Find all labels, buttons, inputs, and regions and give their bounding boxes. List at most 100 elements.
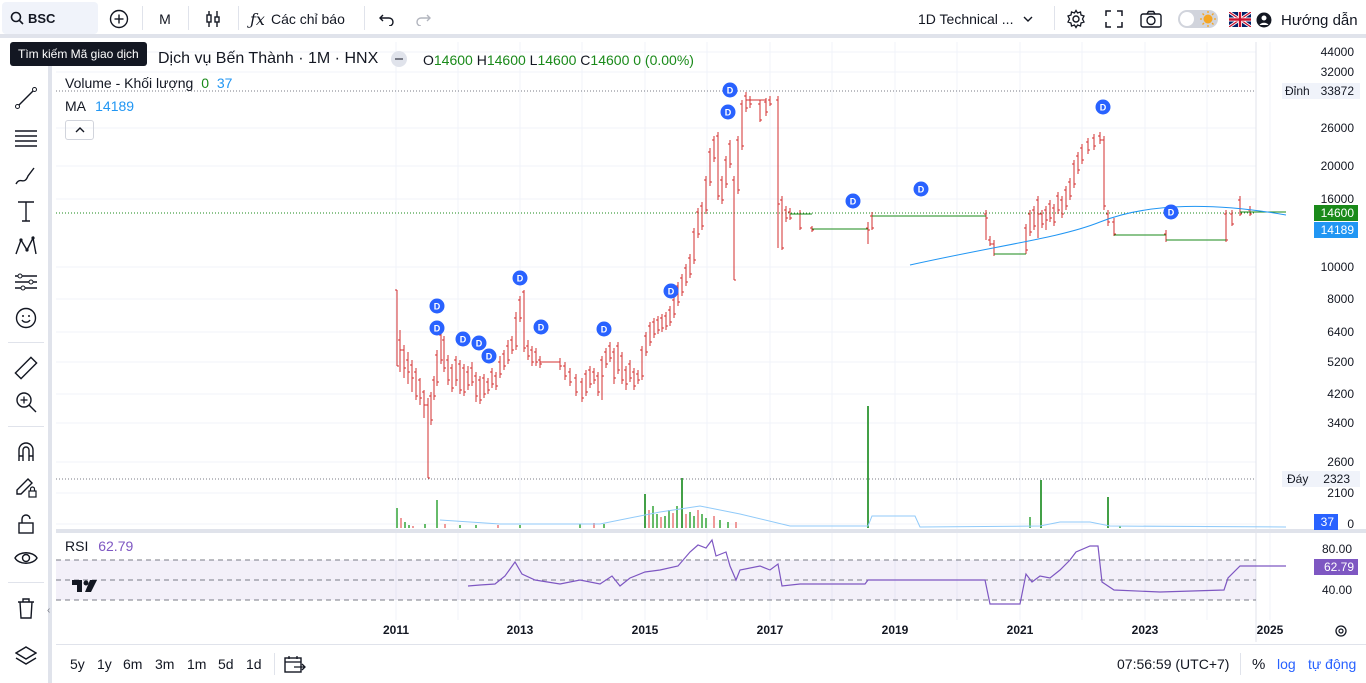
price-axis-label: 8000 [1327, 292, 1354, 306]
dividend-marker-12 [913, 181, 929, 197]
volume-bar-7 [444, 524, 446, 528]
indicators-button[interactable]: ƒx Các chỉ báo [250, 2, 345, 36]
fullscreen-icon [1105, 10, 1123, 28]
gear-icon [1067, 9, 1085, 29]
volume-bar-30 [705, 518, 707, 528]
trend-line-tool[interactable] [12, 84, 40, 112]
volume-bar-19 [660, 517, 662, 528]
camera-icon [1140, 10, 1162, 28]
brush-tool[interactable] [12, 162, 40, 190]
dividend-marker-label-11: D [850, 197, 857, 207]
toolbar-divider [364, 6, 365, 30]
goto-date-button[interactable] [284, 655, 306, 676]
percent-scale-toggle[interactable]: % [1252, 656, 1266, 673]
zoom-tool[interactable] [12, 388, 40, 416]
help-button[interactable]: Hướng dẫn [1256, 3, 1358, 37]
range-5d[interactable]: 5d [218, 656, 234, 672]
ma-legend[interactable]: MA 14189 [65, 98, 134, 114]
search-icon [10, 11, 24, 25]
smiley-icon [15, 307, 37, 329]
hide-tool[interactable] [12, 544, 40, 572]
bottom-toolbar: 5y 1y 6m 3m 1m 5d 1d 07:56:59 (UTC+7) % … [56, 644, 1366, 683]
delete-tool[interactable] [12, 594, 40, 622]
range-1d[interactable]: 1d [246, 656, 262, 672]
layers-icon [15, 646, 37, 665]
lock-drawing-tool[interactable] [12, 473, 40, 501]
clock: 07:56:59 (UTC+7) [1117, 656, 1230, 672]
chart-type-button[interactable] [200, 2, 226, 36]
volume-bar-22 [672, 513, 674, 528]
low-marker-label: Đáy [1287, 472, 1308, 486]
measure-tool[interactable] [12, 354, 40, 382]
settings-button[interactable] [1064, 2, 1088, 36]
dividend-marker-label-13: D [1100, 103, 1107, 113]
toolbar-divider [274, 653, 275, 675]
time-axis-label: 2011 [383, 623, 409, 637]
toolbar-divider [1240, 653, 1241, 675]
low-value: 14600 [537, 52, 577, 68]
trend-line-icon [15, 87, 37, 109]
volume-bar-18 [656, 514, 658, 528]
time-axis-label: 2023 [1132, 623, 1159, 637]
dividend-marker-label-2: D [460, 335, 467, 345]
collapse-toolbar-handle[interactable]: ‹ [47, 605, 51, 616]
open-value: 14600 [433, 52, 473, 68]
compare-add-button[interactable] [106, 2, 132, 36]
log-scale-toggle[interactable]: log [1277, 656, 1296, 672]
pattern-tool[interactable] [12, 232, 40, 260]
pattern-icon [15, 235, 37, 255]
rsi-value: 62.79 [98, 538, 134, 554]
volume-bar-21 [668, 510, 670, 528]
range-1y[interactable]: 1y [97, 656, 112, 672]
collapse-legend-button[interactable] [65, 120, 94, 140]
undo-button[interactable] [376, 2, 398, 36]
interval-button[interactable]: M [159, 11, 171, 27]
toolbar-divider [8, 582, 44, 583]
range-6m[interactable]: 6m [123, 656, 143, 672]
price-axis-label: 32000 [1321, 65, 1355, 79]
rsi-legend[interactable]: RSI 62.79 [65, 538, 133, 554]
volume-bar-3 [408, 525, 410, 528]
trash-icon [18, 598, 34, 619]
price-axis-label: 3400 [1327, 416, 1354, 430]
auto-scale-toggle[interactable]: tự động [1308, 656, 1357, 672]
price-axis-label: 2100 [1327, 486, 1354, 500]
fullscreen-button[interactable] [1102, 2, 1126, 36]
pencil-lock-icon [16, 478, 37, 498]
range-5y[interactable]: 5y [70, 656, 85, 672]
time-axis-label: 2013 [507, 623, 534, 637]
redo-button[interactable] [412, 2, 434, 36]
user-circle-icon [1256, 12, 1272, 28]
rsi-tag: 62.79 [1324, 560, 1354, 574]
last-price-tag-bg [1314, 205, 1358, 221]
volume-tag: 37 [1321, 515, 1335, 529]
lock-open-icon [18, 514, 34, 534]
range-3m[interactable]: 3m [155, 656, 175, 672]
object-tree-tool[interactable] [12, 642, 40, 670]
volume-value-2: 37 [216, 75, 233, 91]
volume-bar-17 [652, 506, 654, 528]
dividend-marker-label-7: D [601, 325, 608, 335]
price-chart[interactable]: 4400032000260002000016000100008000640052… [56, 42, 1366, 642]
range-1m[interactable]: 1m [187, 656, 207, 672]
screenshot-button[interactable] [1138, 2, 1164, 36]
volume-legend[interactable]: Volume - Khối lượng 0 37 [65, 75, 232, 91]
language-flag-button[interactable] [1228, 2, 1252, 36]
toolbar-divider [8, 342, 44, 343]
symbol-title: Dịch vụ Bến Thành · 1M · HNX [158, 50, 379, 67]
symbol-search-button[interactable]: BSC [2, 2, 98, 34]
fib-tool[interactable] [12, 124, 40, 152]
axis-settings-icon [1335, 625, 1347, 637]
volume-bar-4 [412, 526, 414, 528]
magnet-tool[interactable] [12, 438, 40, 466]
rsi-axis-label: 40.00 [1322, 583, 1352, 597]
last-price-tag: 14600 [1321, 206, 1355, 220]
layout-select[interactable]: 1D Technical ... [918, 2, 1048, 36]
theme-toggle[interactable] [1176, 2, 1220, 36]
volume-bar-13 [593, 523, 595, 528]
text-tool[interactable] [12, 197, 40, 225]
icon-tool[interactable] [12, 304, 40, 332]
lock-all-tool[interactable] [12, 510, 40, 538]
prediction-tool[interactable] [12, 268, 40, 296]
hide-legend-button[interactable] [390, 50, 408, 71]
